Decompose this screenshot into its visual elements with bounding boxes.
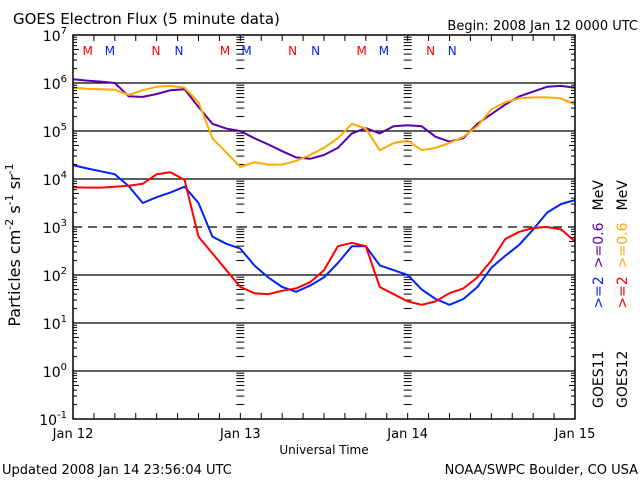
y-tick-label: 106 bbox=[43, 74, 67, 93]
local-time-marker: N bbox=[448, 44, 457, 58]
local-time-marker: M bbox=[105, 44, 115, 58]
x-axis-label: Universal Time bbox=[279, 443, 368, 457]
y-tick-label: 100 bbox=[43, 362, 67, 381]
series-line bbox=[72, 171, 576, 306]
local-time-marker: N bbox=[426, 44, 435, 58]
local-time-marker: M bbox=[379, 44, 389, 58]
legend-unit: MeV bbox=[591, 180, 607, 211]
y-tick-label: 10-1 bbox=[39, 410, 67, 429]
local-time-marker: N bbox=[311, 44, 320, 58]
begin-label: Begin: 2008 Jan 12 0000 UTC bbox=[447, 19, 638, 34]
y-tick-label: 101 bbox=[43, 314, 67, 333]
x-tick-label: Jan 13 bbox=[219, 427, 261, 442]
local-time-marker: N bbox=[174, 44, 183, 58]
series-line bbox=[72, 164, 576, 306]
legend-unit: MeV bbox=[615, 180, 631, 211]
y-tick-label: 105 bbox=[43, 122, 67, 141]
legend-channel-0-6mev: >=0.6 bbox=[615, 222, 631, 268]
legend-channel-2mev: >=2 bbox=[591, 276, 607, 308]
chart-title: GOES Electron Flux (5 minute data) bbox=[13, 10, 280, 28]
legend-channel-2mev: >=2 bbox=[615, 276, 631, 308]
legend-channel-0-6mev: >=0.6 bbox=[591, 222, 607, 268]
series-line bbox=[72, 78, 576, 160]
legend-satellite: GOES12 bbox=[615, 351, 631, 408]
local-time-marker: M bbox=[356, 44, 366, 58]
y-tick-label: 104 bbox=[43, 170, 67, 189]
local-time-marker: M bbox=[82, 44, 92, 58]
x-tick-label: Jan 14 bbox=[386, 427, 428, 442]
y-axis-label: Particles cm-2 s-1 sr-1 bbox=[3, 163, 24, 326]
footer-updated: Updated 2008 Jan 14 23:56:04 UTC bbox=[2, 463, 232, 478]
legend-column: GOES11 >=2 >=0.6 MeV bbox=[591, 180, 607, 408]
y-tick-label: 103 bbox=[43, 218, 67, 237]
x-tick-label: Jan 12 bbox=[52, 427, 94, 442]
x-tick-label: Jan 15 bbox=[554, 427, 596, 442]
legend-column: GOES12 >=2 >=0.6 MeV bbox=[615, 180, 631, 408]
legend-satellite: GOES11 bbox=[591, 351, 607, 408]
y-tick-label: 107 bbox=[43, 26, 67, 45]
local-time-marker: M bbox=[241, 44, 251, 58]
local-time-marker: N bbox=[288, 44, 297, 58]
local-time-marker: M bbox=[220, 44, 230, 58]
local-time-marker: N bbox=[151, 44, 160, 58]
series-line bbox=[72, 84, 576, 168]
footer-source: NOAA/SWPC Boulder, CO USA bbox=[445, 463, 638, 478]
y-tick-label: 102 bbox=[43, 266, 67, 285]
